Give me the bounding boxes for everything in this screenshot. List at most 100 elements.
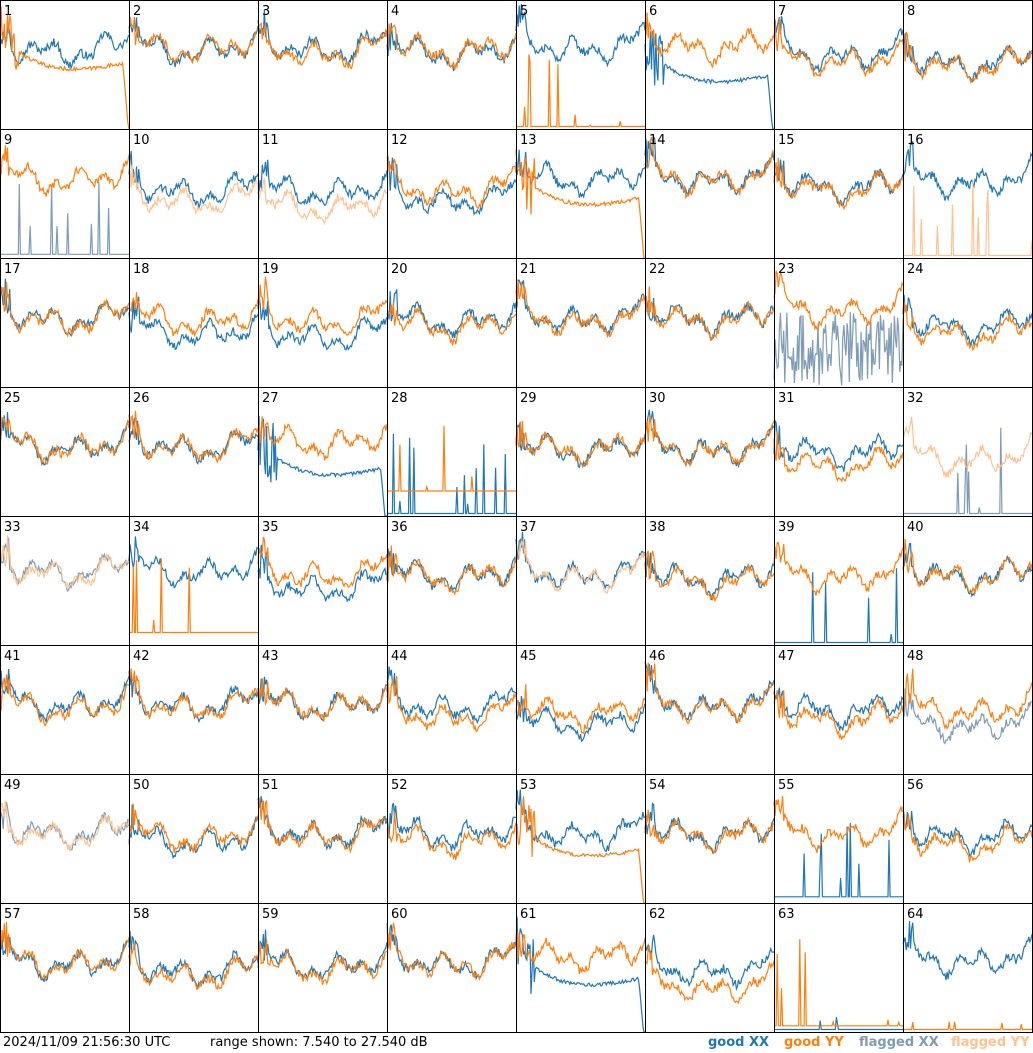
panel-32: 32	[902, 387, 1033, 517]
panel-64-yy-trace	[903, 1021, 1032, 1031]
panel-24: 24	[902, 258, 1033, 388]
panel-43: 43	[257, 645, 388, 775]
panel-45: 45	[515, 645, 646, 775]
panel-32-yy-trace	[902, 417, 1033, 478]
panel-55-xx-trace	[774, 823, 903, 898]
panel-24-xx-trace	[902, 294, 1033, 348]
panel-14-number: 14	[649, 133, 666, 148]
panel-15-yy-trace	[773, 157, 904, 211]
panel-49-border	[0, 774, 130, 904]
panel-39-yy-trace	[773, 541, 904, 596]
panel-21: 21	[515, 258, 646, 388]
panel-15-number: 15	[778, 133, 795, 148]
panel-35: 35	[257, 516, 388, 646]
panel-45-number: 45	[520, 649, 537, 664]
panel-63: 63	[774, 903, 904, 1033]
panel-17-number: 17	[4, 262, 21, 277]
panel-20: 20	[386, 258, 517, 388]
panel-47-border	[774, 645, 904, 775]
panel-40-border	[903, 516, 1033, 646]
panel-62-yy-trace	[644, 945, 775, 1005]
panel-11-yy-trace	[257, 178, 388, 226]
panel-41-yy-trace	[0, 674, 130, 728]
panel-14: 14	[644, 129, 775, 259]
panel-62-number: 62	[649, 907, 666, 922]
panel-12-yy-trace	[386, 155, 517, 210]
panel-7: 7	[773, 0, 904, 130]
panel-60-number: 60	[391, 907, 408, 922]
panel-48-border	[903, 645, 1033, 775]
panel-35-border	[258, 516, 388, 646]
panel-37: 37	[515, 516, 646, 646]
panel-4-yy-trace	[386, 23, 517, 71]
panel-49-number: 49	[4, 778, 21, 793]
panel-36-yy-trace	[386, 545, 517, 596]
panel-61-xx-trace	[515, 916, 645, 1033]
panel-60-xx-trace	[386, 924, 517, 981]
panel-20-xx-trace	[386, 289, 517, 339]
panel-51-number: 51	[262, 778, 279, 793]
panel-27: 27	[257, 387, 388, 517]
panel-30-xx-trace	[644, 409, 775, 469]
panel-4: 4	[386, 0, 517, 130]
panel-22-xx-trace	[644, 296, 775, 341]
panel-63-border	[774, 903, 904, 1033]
panel-28-yy-trace	[387, 425, 516, 492]
panel-17-yy-trace	[0, 281, 130, 339]
panel-30-number: 30	[649, 391, 666, 406]
panel-23: 23	[773, 258, 904, 388]
panel-37-number: 37	[520, 520, 537, 535]
panel-17-border	[0, 258, 130, 388]
range-label: range shown: 7.540 to 27.540 dB	[210, 1035, 428, 1050]
panel-13-yy-trace	[515, 149, 645, 259]
panel-52-yy-trace	[386, 811, 517, 861]
panel-18-yy-trace	[128, 292, 259, 338]
panel-10-xx-trace	[128, 151, 259, 210]
panel-6-number: 6	[649, 4, 657, 19]
panel-29-number: 29	[520, 391, 537, 406]
panel-36-number: 36	[391, 520, 408, 535]
panel-27-yy-trace	[257, 416, 388, 461]
panel-34-xx-trace	[128, 536, 259, 589]
panel-23-yy-trace	[773, 270, 904, 331]
panel-59: 59	[257, 903, 388, 1033]
panel-19: 19	[257, 258, 388, 388]
panel-42-border	[129, 645, 259, 775]
panel-22: 22	[644, 258, 775, 388]
panel-33-yy-trace	[0, 535, 130, 589]
panel-8-number: 8	[907, 4, 915, 19]
panel-30-yy-trace	[644, 415, 775, 468]
panel-27-xx-trace	[257, 415, 387, 517]
panel-14-xx-trace	[644, 134, 775, 196]
panel-54-yy-trace	[644, 809, 775, 855]
panel-56: 56	[902, 774, 1033, 904]
panel-35-xx-trace	[257, 544, 388, 603]
panel-53-yy-trace	[515, 796, 645, 904]
panel-48-yy-trace	[902, 668, 1033, 730]
panel-33-number: 33	[4, 520, 21, 535]
panel-60-yy-trace	[386, 922, 517, 982]
panel-32-number: 32	[907, 391, 924, 406]
panel-5-xx-trace	[515, 3, 646, 68]
panel-28-number: 28	[391, 391, 408, 406]
panel-24-number: 24	[907, 262, 924, 277]
panel-9-number: 9	[4, 133, 12, 148]
panel-63-number: 63	[778, 907, 795, 922]
panel-26-xx-trace	[128, 417, 259, 465]
panel-31-number: 31	[778, 391, 795, 406]
panel-35-yy-trace	[257, 536, 388, 588]
panel-5: 5	[515, 0, 646, 130]
panel-15-xx-trace	[773, 159, 904, 208]
panel-27-border	[258, 387, 388, 517]
panel-46-number: 46	[649, 649, 666, 664]
panel-45-xx-trace	[515, 695, 646, 743]
panel-1: 1	[0, 0, 130, 130]
panel-18-number: 18	[133, 262, 150, 277]
panel-25: 25	[0, 387, 130, 517]
panel-58: 58	[128, 903, 259, 1033]
panel-36: 36	[386, 516, 517, 646]
panel-22-number: 22	[649, 262, 666, 277]
panel-9-yy-trace	[0, 145, 130, 197]
panel-23-xx-trace	[773, 312, 904, 386]
